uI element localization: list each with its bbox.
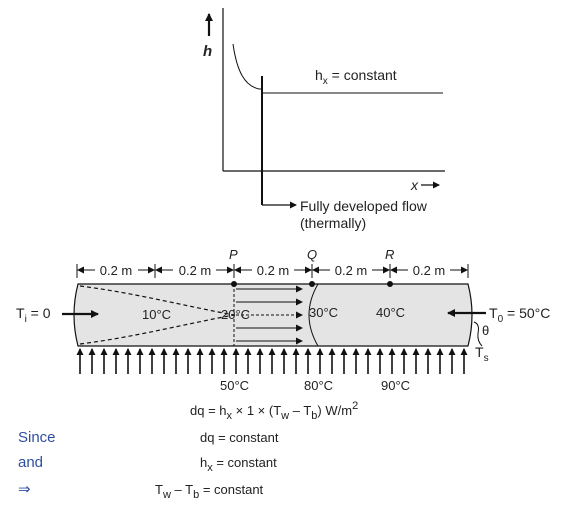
wall-temp-1: 50°C [220, 378, 249, 393]
theta-brace [473, 321, 483, 347]
segment-label-2: 0.2 m [179, 263, 212, 278]
equation-4: Tw – Tb = constant [155, 482, 264, 501]
fluid-temp-3: 30°C [309, 305, 338, 320]
segment-label-1: 0.2 m [100, 263, 133, 278]
equation-3: hx = constant [200, 455, 277, 474]
heat-flux-arrows [76, 348, 468, 374]
theta-label: θ [482, 323, 489, 338]
surface-temp-label: Ts [475, 344, 489, 364]
segment-label-3: 0.2 m [257, 263, 290, 278]
h-vs-x-graph: h hx = constant x Fully developed flow (… [203, 8, 445, 231]
point-p-label: P [229, 247, 238, 262]
pipe-section: 0.2 m 0.2 m 0.2 m 0.2 m 0.2 m P Q R 10° [16, 247, 550, 393]
dimension-row: 0.2 m 0.2 m 0.2 m 0.2 m 0.2 m [76, 263, 469, 278]
implies-label: ⇒ [18, 481, 31, 498]
point-q-label: Q [307, 247, 317, 262]
wall-temp-3: 90°C [381, 378, 410, 393]
and-label: and [18, 454, 43, 471]
h-curve [232, 43, 262, 90]
fluid-temp-1: 10°C [142, 307, 171, 322]
equation-2: dq = constant [200, 430, 279, 445]
segment-label-4: 0.2 m [335, 263, 368, 278]
y-axis-label: h [203, 43, 212, 60]
fluid-temp-2: 20°C [221, 307, 250, 322]
hx-constant-label: hx = constant [315, 67, 397, 87]
thermally-label: (thermally) [300, 215, 366, 231]
thermal-boundary-top [79, 285, 235, 316]
x-axis-label: x [410, 177, 419, 193]
equations: dq = hx × 1 × (Tw – Tb) W/m2 Since dq = … [18, 400, 358, 501]
point-p-dot [231, 281, 237, 287]
fully-developed-region [308, 283, 319, 347]
outlet-temp-label: T0 = 50°C [489, 305, 550, 325]
point-q-dot [309, 281, 315, 287]
equation-1: dq = hx × 1 × (Tw – Tb) W/m2 [190, 400, 358, 422]
velocity-profile [236, 285, 303, 345]
segment-label-5: 0.2 m [413, 263, 446, 278]
point-r-label: R [385, 247, 394, 262]
wall-temp-2: 80°C [304, 378, 333, 393]
inlet-temp-label: Ti = 0 [16, 305, 51, 325]
thermal-boundary-bottom [79, 314, 235, 345]
fluid-temp-4: 40°C [376, 305, 405, 320]
since-label: Since [18, 429, 56, 446]
fully-developed-label: Fully developed flow [300, 198, 428, 214]
point-r-dot [387, 281, 393, 287]
